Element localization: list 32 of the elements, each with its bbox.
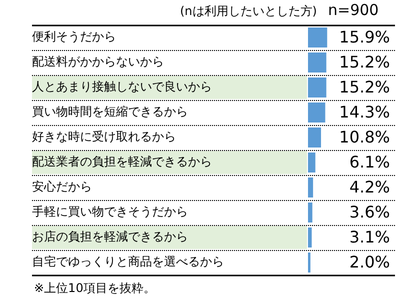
y-tick-label: 安心だから <box>32 180 92 194</box>
bar <box>308 228 312 248</box>
bar <box>308 128 322 148</box>
bar <box>308 78 326 98</box>
data-label: 4.2% <box>349 178 390 197</box>
y-tick-label: お店の負担を軽減できるから <box>32 230 188 244</box>
text: n=900 <box>328 1 379 19</box>
y-tick-label: 配送料がかからないから <box>32 54 164 69</box>
chart-title: (nは利用したいとした方) <box>180 3 317 20</box>
y-tick-label: 買い物時間を短縮できるから <box>32 104 188 119</box>
data-label: 14.3% <box>339 102 390 122</box>
data-label: 15.2% <box>339 78 390 97</box>
data-label: 15.9% <box>339 28 390 47</box>
data-label: 3.6% <box>349 202 390 222</box>
data-label: 15.2% <box>339 52 390 72</box>
text: ※上位10項目を抜粋。 <box>34 280 156 297</box>
bar <box>308 28 328 48</box>
y-tick-label: 自宅でゆっくりと商品を選べるから <box>32 254 224 269</box>
data-label: 2.0% <box>349 252 390 272</box>
bar <box>308 202 312 222</box>
y-tick-label: 好きな時に受け取れるから <box>32 130 176 144</box>
data-label: 3.1% <box>349 228 390 247</box>
bar <box>308 178 314 198</box>
bar <box>308 152 316 172</box>
y-tick-label: 手軽に買い物できそうだから <box>32 204 188 219</box>
data-label: 10.8% <box>339 128 390 147</box>
y-tick-label: 便利そうだから <box>32 30 116 44</box>
bar <box>308 102 326 122</box>
y-tick-label: 人とあまり接触しないで良いから <box>32 80 212 94</box>
bar <box>308 52 326 72</box>
data-label: 6.1% <box>349 152 390 172</box>
y-tick-label: 配送業者の負担を軽減できるから <box>32 154 212 169</box>
